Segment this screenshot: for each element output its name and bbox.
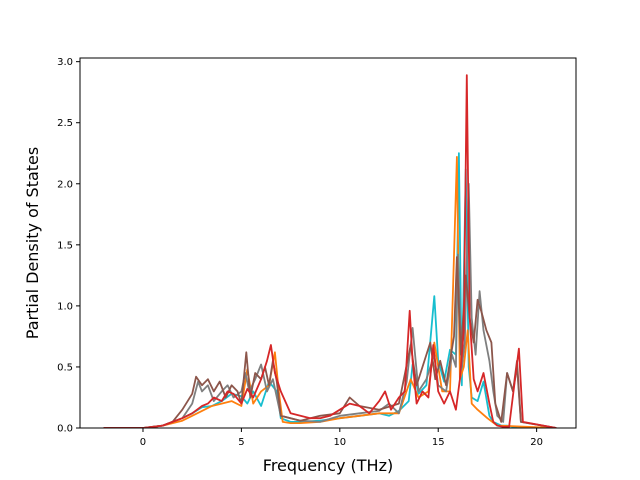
y-tick-label: 1.5 [57, 240, 73, 251]
y-tick-label: 2.5 [57, 118, 73, 129]
y-tick-label: 0.5 [57, 362, 73, 373]
series-layer [103, 74, 557, 428]
x-tick-label: 5 [238, 437, 244, 448]
y-tick-label: 0.0 [57, 424, 73, 435]
y-axis-label: Partial Density of States [23, 147, 42, 339]
y-tick-label: 2.0 [57, 179, 73, 190]
x-tick-label: 20 [530, 437, 543, 448]
series-line-4 [103, 256, 557, 428]
y-tick-label: 1.0 [57, 301, 73, 312]
x-tick-label: 15 [432, 437, 445, 448]
y-axis: 0.0 0.5 1.0 1.5 2.0 2.5 3.0 [57, 57, 80, 435]
x-axis: 0 5 10 15 20 [140, 428, 543, 448]
y-tick-label: 3.0 [57, 57, 73, 68]
series-line-5 [103, 74, 557, 428]
plot-frame [79, 57, 577, 429]
x-tick-label: 0 [140, 437, 146, 448]
x-tick-label: 10 [333, 437, 346, 448]
x-axis-label: Frequency (THz) [263, 456, 393, 475]
